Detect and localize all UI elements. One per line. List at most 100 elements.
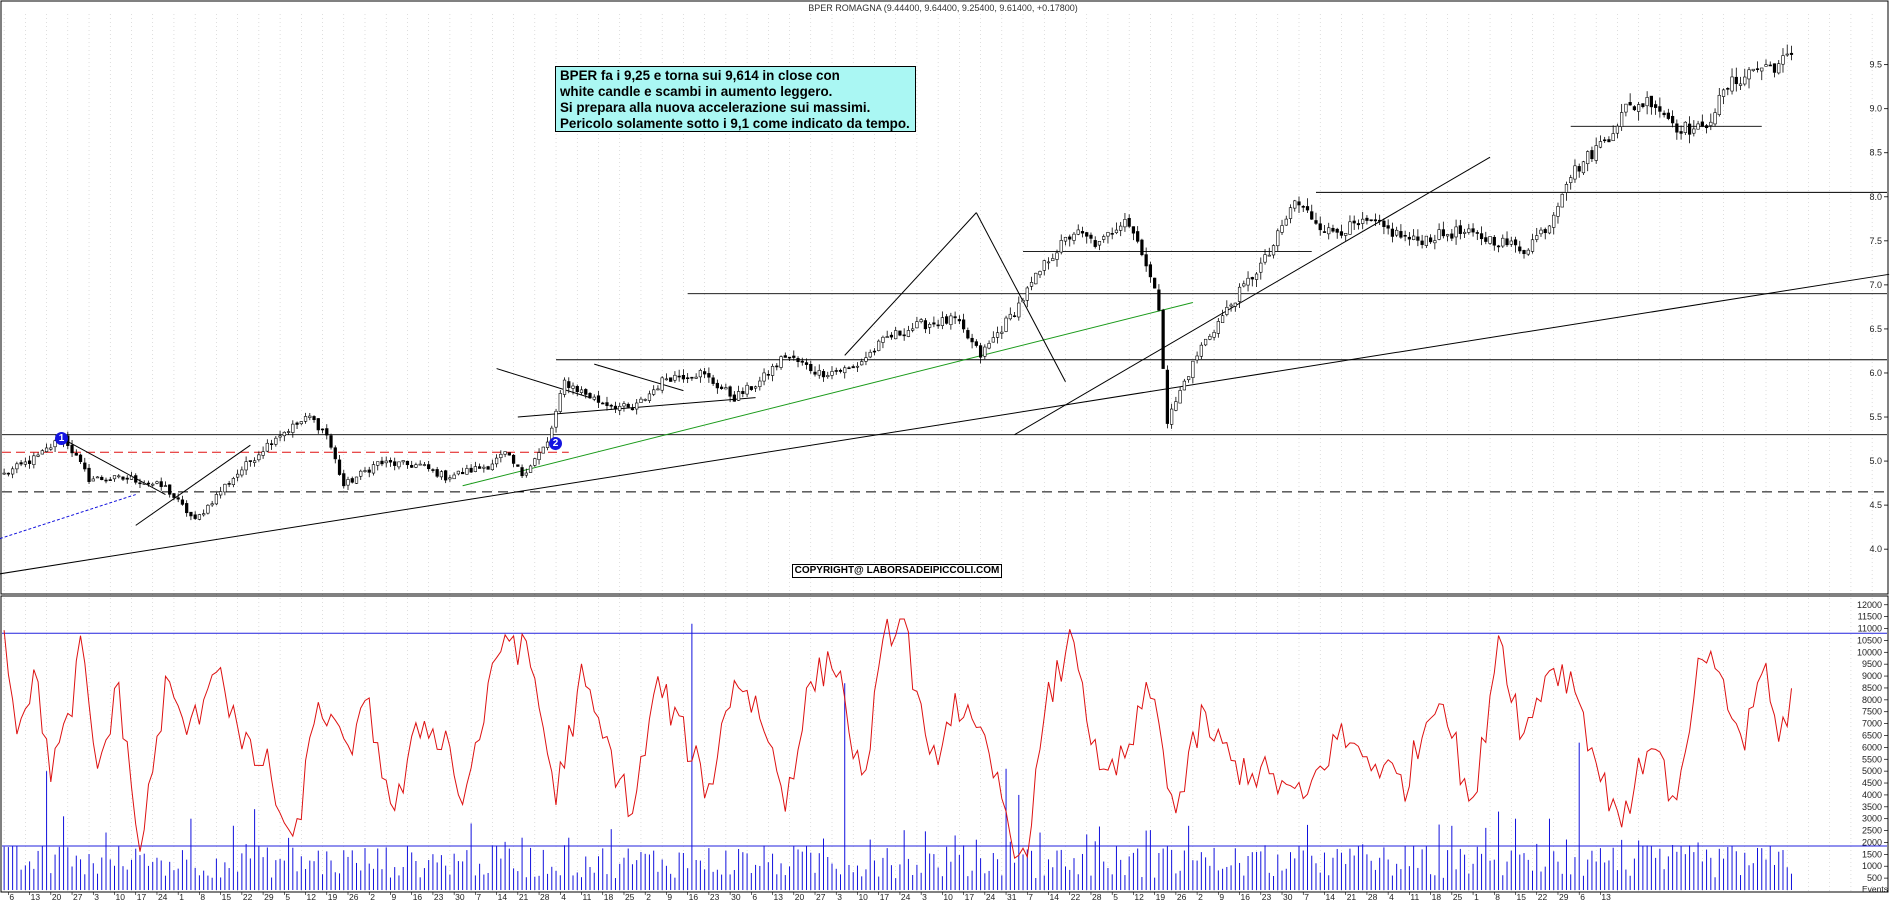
white-candle: [1581, 161, 1586, 174]
white-candle: [1564, 183, 1569, 193]
white-candle: [206, 504, 210, 514]
black-candle: [787, 356, 792, 359]
black-candle: [1390, 228, 1395, 237]
white-candle: [1280, 225, 1284, 233]
white-candle: [1051, 258, 1055, 262]
white-candle: [117, 475, 121, 478]
black-candle: [125, 477, 129, 480]
black-candle: [945, 316, 949, 324]
black-candle: [669, 377, 673, 382]
trendline-green: [462, 302, 1193, 487]
black-candle: [1492, 236, 1496, 246]
price-tick-label: 4.0: [1869, 544, 1882, 554]
black-candle: [248, 460, 252, 462]
osc-tick-label: 7500: [1862, 707, 1882, 717]
day-label: 8: [1495, 892, 1500, 902]
black-candle: [511, 454, 516, 464]
black-candle: [19, 462, 23, 465]
osc-tick-label: 3000: [1862, 814, 1882, 824]
day-label: 25: [625, 892, 635, 902]
white-candle: [1208, 335, 1212, 340]
white-candle: [1488, 236, 1492, 244]
black-candle: [681, 374, 686, 380]
white-candle: [541, 446, 545, 454]
white-candle: [618, 405, 622, 411]
white-candle: [1586, 151, 1590, 165]
white-candle: [881, 336, 885, 343]
black-candle: [851, 366, 855, 369]
white-candle: [44, 447, 49, 452]
white-candle: [439, 471, 444, 478]
black-candle: [520, 467, 524, 477]
white-candle: [1220, 315, 1225, 323]
black-candle: [732, 394, 736, 402]
white-candle: [252, 460, 257, 463]
white-candle: [1034, 272, 1038, 285]
black-candle: [108, 479, 112, 481]
black-candle: [1428, 237, 1433, 243]
black-candle: [1153, 277, 1157, 289]
day-label: 13: [31, 892, 41, 902]
black-candle: [325, 428, 329, 436]
white-candle: [1424, 235, 1428, 246]
white-candle: [537, 452, 541, 460]
black-candle: [957, 319, 961, 322]
black-candle: [1772, 63, 1777, 73]
black-candle: [1157, 289, 1161, 311]
white-candle: [1293, 200, 1297, 209]
white-candle: [1174, 401, 1178, 411]
day-label: 24: [158, 892, 168, 902]
black-candle: [1734, 76, 1738, 85]
white-candle: [197, 514, 202, 520]
black-candle: [1165, 369, 1170, 424]
white-candle: [724, 387, 728, 390]
analysis-note: BPER fa i 9,25 e torna sui 9,614 in clos…: [555, 66, 916, 132]
white-candle: [1560, 193, 1564, 208]
osc-tick-label: 11000: [1858, 624, 1882, 634]
black-candle: [584, 389, 588, 395]
white-candle: [452, 474, 456, 480]
white-candle: [1284, 218, 1288, 226]
black-candle: [1110, 233, 1114, 235]
white-candle: [1237, 286, 1242, 302]
white-candle: [1615, 125, 1620, 134]
black-candle: [1148, 264, 1153, 278]
black-candle: [1335, 228, 1339, 233]
day-label: 5: [1113, 892, 1118, 902]
white-candle: [219, 491, 223, 496]
white-candle: [23, 461, 27, 465]
white-candle: [1182, 380, 1186, 391]
white-candle: [1467, 228, 1471, 233]
osc-tick-label: 9000: [1862, 671, 1882, 681]
white-candle: [1203, 338, 1208, 346]
white-candle: [779, 356, 783, 368]
black-candle: [427, 464, 431, 470]
white-candle: [494, 457, 499, 465]
white-candle: [210, 503, 214, 506]
white-candle: [919, 319, 923, 323]
day-label: 10: [858, 892, 868, 902]
white-candle: [545, 441, 550, 448]
white-candle: [1004, 317, 1008, 332]
black-candle: [775, 365, 779, 368]
note-line-3: Si prepara alla nuova accelerazione sui …: [560, 100, 871, 115]
white-candle: [274, 437, 278, 445]
chart-title: BPER ROMAGNA (9.44400, 9.64400, 9.25400,…: [808, 3, 1077, 13]
black-candle: [821, 371, 826, 378]
black-candle: [1352, 220, 1356, 224]
white-candle: [265, 442, 269, 452]
black-candle: [134, 475, 138, 483]
black-candle: [444, 470, 448, 481]
white-candle: [499, 453, 503, 458]
white-candle: [877, 340, 881, 351]
white-candle: [1412, 235, 1416, 240]
osc-tick-label: 3500: [1862, 802, 1882, 812]
day-label: 30: [731, 892, 741, 902]
black-candle: [320, 428, 325, 431]
black-candle: [1632, 106, 1637, 111]
black-candle: [180, 499, 185, 505]
white-candle: [1683, 121, 1687, 133]
black-candle: [1301, 206, 1305, 208]
osc-tick-label: 8500: [1862, 683, 1882, 693]
